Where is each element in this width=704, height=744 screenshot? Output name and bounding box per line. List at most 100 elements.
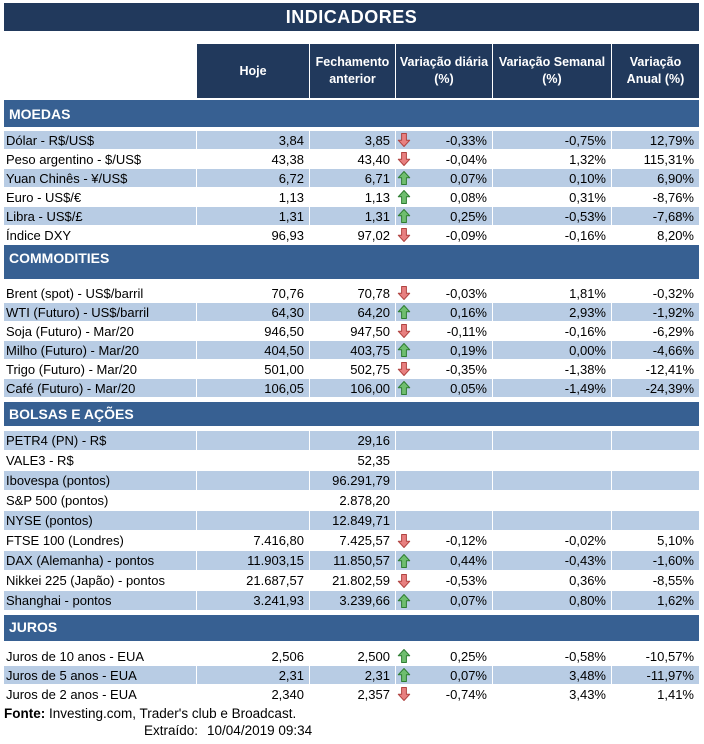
cell-variacao-semanal: 0,00% xyxy=(492,341,611,360)
cell-fechamento-anterior: 502,75 xyxy=(309,360,395,379)
table-row: Brent (spot) - US$/barril 70,76 70,78 -0,03… xyxy=(4,284,699,303)
column-header-variacao-semanal: Variação Semanal (%) xyxy=(492,44,611,98)
variacao-diaria-value: 0,07% xyxy=(450,667,487,683)
variacao-diaria-value: -0,09% xyxy=(445,227,487,243)
cell-variacao-semanal: 1,32% xyxy=(492,150,611,169)
row-label: NYSE (pontos) xyxy=(4,511,196,531)
row-label: VALE3 - R$ xyxy=(4,451,196,471)
arrow-up-icon xyxy=(397,343,411,357)
cell-fechamento-anterior: 2.878,20 xyxy=(309,491,395,511)
arrow-down-icon xyxy=(397,152,411,166)
cell-variacao-anual: -1,92% xyxy=(611,303,699,322)
cell-variacao-semanal xyxy=(492,511,611,531)
section-bolsas-e-a-es: BOLSAS E AÇÕES PETR4 (PN) - R$ 29,16 VALE3 … xyxy=(4,402,699,611)
row-label: Nikkei 225 (Japão) - pontos xyxy=(4,571,196,591)
cell-variacao-diaria: 0,16% xyxy=(395,303,492,322)
cell-variacao-anual xyxy=(611,471,699,491)
table-row: Nikkei 225 (Japão) - pontos 21.687,57 21.8… xyxy=(4,571,699,591)
row-label: Juros de 2 anos - EUA xyxy=(4,685,196,704)
row-label: Libra - US$/£ xyxy=(4,207,196,226)
cell-fechamento-anterior: 6,71 xyxy=(309,169,395,188)
cell-hoje: 1,13 xyxy=(196,188,309,207)
row-label: Shanghai - pontos xyxy=(4,591,196,611)
row-label: Juros de 10 anos - EUA xyxy=(4,647,196,666)
cell-variacao-anual xyxy=(611,491,699,511)
cell-variacao-anual xyxy=(611,511,699,531)
cell-hoje: 2,340 xyxy=(196,685,309,704)
cell-hoje: 21.687,57 xyxy=(196,571,309,591)
table-row: S&P 500 (pontos) 2.878,20 xyxy=(4,491,699,511)
table-row: Euro - US$/€ 1,13 1,13 0,08% 0,31% -8,76% xyxy=(4,188,699,207)
row-label: Trigo (Futuro) - Mar/20 xyxy=(4,360,196,379)
variacao-diaria-value: 0,44% xyxy=(450,553,487,568)
table-row: FTSE 100 (Londres) 7.416,80 7.425,57 -0,12%… xyxy=(4,531,699,551)
cell-hoje: 106,05 xyxy=(196,379,309,398)
variacao-diaria-value: -0,53% xyxy=(445,573,487,588)
cell-hoje: 70,76 xyxy=(196,284,309,303)
cell-variacao-anual: 12,79% xyxy=(611,131,699,150)
arrow-down-icon xyxy=(397,286,411,300)
table-row: WTI (Futuro) - US$/barril 64,30 64,20 0,16%… xyxy=(4,303,699,322)
cell-fechamento-anterior: 7.425,57 xyxy=(309,531,395,551)
extracted-line: Extraído: 10/04/2019 09:34 xyxy=(144,723,699,740)
no-arrow-spacer xyxy=(397,513,411,529)
cell-fechamento-anterior: 97,02 xyxy=(309,226,395,245)
cell-variacao-semanal: 0,80% xyxy=(492,591,611,611)
cell-variacao-diaria: 0,08% xyxy=(395,188,492,207)
row-label: Yuan Chinês - ¥/US$ xyxy=(4,169,196,188)
cell-hoje: 11.903,15 xyxy=(196,551,309,571)
cell-variacao-semanal: -0,43% xyxy=(492,551,611,571)
table-row: Peso argentino - $/US$ 43,38 43,40 -0,04% 1,… xyxy=(4,150,699,169)
cell-fechamento-anterior: 2,357 xyxy=(309,685,395,704)
cell-variacao-diaria xyxy=(395,451,492,471)
table-row: Café (Futuro) - Mar/20 106,05 106,00 0,05% -… xyxy=(4,379,699,398)
cell-variacao-anual: 5,10% xyxy=(611,531,699,551)
cell-variacao-diaria xyxy=(395,511,492,531)
row-label: Café (Futuro) - Mar/20 xyxy=(4,379,196,398)
cell-hoje: 2,31 xyxy=(196,666,309,685)
cell-variacao-anual: 1,41% xyxy=(611,685,699,704)
cell-variacao-diaria: 0,07% xyxy=(395,169,492,188)
table-row: Soja (Futuro) - Mar/20 946,50 947,50 -0,11%… xyxy=(4,322,699,341)
row-label: Ibovespa (pontos) xyxy=(4,471,196,491)
cell-variacao-diaria: -0,03% xyxy=(395,284,492,303)
cell-variacao-semanal xyxy=(492,471,611,491)
cell-variacao-diaria: 0,25% xyxy=(395,647,492,666)
no-arrow-spacer xyxy=(397,433,411,449)
variacao-diaria-value: -0,11% xyxy=(446,323,487,339)
row-label: Índice DXY xyxy=(4,226,196,245)
cell-variacao-anual: -11,97% xyxy=(611,666,699,685)
cell-hoje: 1,31 xyxy=(196,207,309,226)
cell-variacao-diaria: -0,33% xyxy=(395,131,492,150)
cell-variacao-diaria: -0,12% xyxy=(395,531,492,551)
no-arrow-spacer xyxy=(397,453,411,469)
table-row: Ibovespa (pontos) 96.291,79 xyxy=(4,471,699,491)
cell-variacao-semanal: 3,43% xyxy=(492,685,611,704)
cell-fechamento-anterior: 1,13 xyxy=(309,188,395,207)
cell-variacao-semanal: 0,31% xyxy=(492,188,611,207)
cell-variacao-anual: -4,66% xyxy=(611,341,699,360)
table-row: Libra - US$/£ 1,31 1,31 0,25% -0,53% -7,68% xyxy=(4,207,699,226)
arrow-down-icon xyxy=(397,573,411,588)
source-label: Fonte: xyxy=(4,706,46,721)
column-header-variacao-diaria: Variação diária (%) xyxy=(395,44,492,98)
table-row: Juros de 2 anos - EUA 2,340 2,357 -0,74% 3,4… xyxy=(4,685,699,704)
cell-variacao-diaria: -0,09% xyxy=(395,226,492,245)
cell-variacao-semanal: -1,38% xyxy=(492,360,611,379)
cell-variacao-diaria: 0,07% xyxy=(395,666,492,685)
cell-hoje: 43,38 xyxy=(196,150,309,169)
cell-variacao-anual: 8,20% xyxy=(611,226,699,245)
cell-fechamento-anterior: 12.849,71 xyxy=(309,511,395,531)
section-header-commodities: COMMODITIES xyxy=(4,245,699,279)
variacao-diaria-value: 0,25% xyxy=(450,648,487,664)
variacao-diaria-value: 0,05% xyxy=(450,380,487,396)
arrow-down-icon xyxy=(397,228,411,242)
arrow-down-icon xyxy=(397,362,411,376)
cell-variacao-semanal xyxy=(492,451,611,471)
row-label: Peso argentino - $/US$ xyxy=(4,150,196,169)
section-header-moedas: MOEDAS xyxy=(4,100,699,127)
cell-hoje xyxy=(196,471,309,491)
variacao-diaria-value: 0,07% xyxy=(450,170,487,186)
cell-variacao-anual: 1,62% xyxy=(611,591,699,611)
section-juros: JUROS Juros de 10 anos - EUA 2,506 2,500 0,2… xyxy=(4,615,699,704)
